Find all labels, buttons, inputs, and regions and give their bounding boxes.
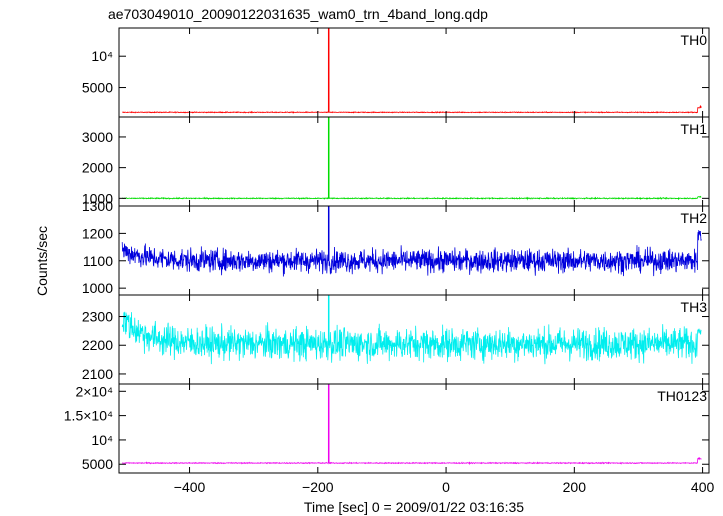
y-tick-label: 1000 xyxy=(82,190,113,206)
panel-frame xyxy=(118,383,710,474)
y-tick-label: 2000 xyxy=(82,160,113,176)
panel-th1: 1000 2000 3000 TH1 xyxy=(82,116,710,207)
x-axis: −400 −200 0 200 400 xyxy=(174,479,715,495)
series-line-th2 xyxy=(121,205,702,277)
panel-frame xyxy=(118,116,710,207)
y-tick-label: 5000 xyxy=(82,80,113,96)
panel-frame xyxy=(118,27,710,118)
panel-label-th3: TH3 xyxy=(681,299,708,315)
panel-th2: 1000 1100 1200 1300 TH2 xyxy=(82,198,710,296)
x-axis-label: Time [sec] 0 = 2009/01/22 03:16:35 xyxy=(304,499,524,515)
series-line-th0 xyxy=(122,27,702,114)
chart-title: ae703049010_20090122031635_wam0_trn_4ban… xyxy=(108,6,488,22)
y-tick-label: 10⁴ xyxy=(91,432,113,448)
y-tick-label: 3000 xyxy=(82,129,113,145)
panel-th3: 2100 2200 2300 TH3 xyxy=(82,294,710,385)
plot-panels: 5000 10⁴ TH0 1000 2000 3000 TH1 1000 1100 1200 130… xyxy=(64,27,710,474)
y-tick-label: 1.5×10⁴ xyxy=(64,408,113,424)
y-tick-label: 2100 xyxy=(82,366,113,382)
y-tick-label: 2×10⁴ xyxy=(75,383,113,399)
x-tick-label: 0 xyxy=(442,479,450,495)
panel-label-th0: TH0 xyxy=(681,32,708,48)
panel-th0123: 5000 10⁴ 1.5×10⁴ 2×10⁴ TH0123 xyxy=(64,383,710,474)
series-line-th0123 xyxy=(121,383,702,466)
x-tick-label: −200 xyxy=(302,479,334,495)
x-tick-label: −400 xyxy=(174,479,206,495)
panel-frame xyxy=(118,205,710,296)
panel-th0: 5000 10⁴ TH0 xyxy=(82,27,710,118)
y-tick-label: 1300 xyxy=(82,198,113,214)
y-axis-label: Counts/sec xyxy=(34,226,50,296)
x-tick-label: 400 xyxy=(691,479,715,495)
panel-label-th1: TH1 xyxy=(681,121,708,137)
y-tick-label: 10⁴ xyxy=(91,48,113,64)
series-line-th3 xyxy=(121,294,702,365)
y-tick-label: 2300 xyxy=(82,309,113,325)
y-tick-label: 1100 xyxy=(83,253,113,269)
y-tick-label: 5000 xyxy=(82,456,113,472)
series-line-th1 xyxy=(121,116,702,201)
panel-label-th2: TH2 xyxy=(681,210,708,226)
y-tick-label: 2200 xyxy=(82,337,113,353)
y-tick-label: 1000 xyxy=(82,280,113,296)
panel-label-th0123: TH0123 xyxy=(657,388,707,404)
x-tick-label: 200 xyxy=(563,479,587,495)
y-tick-label: 1200 xyxy=(82,225,113,241)
